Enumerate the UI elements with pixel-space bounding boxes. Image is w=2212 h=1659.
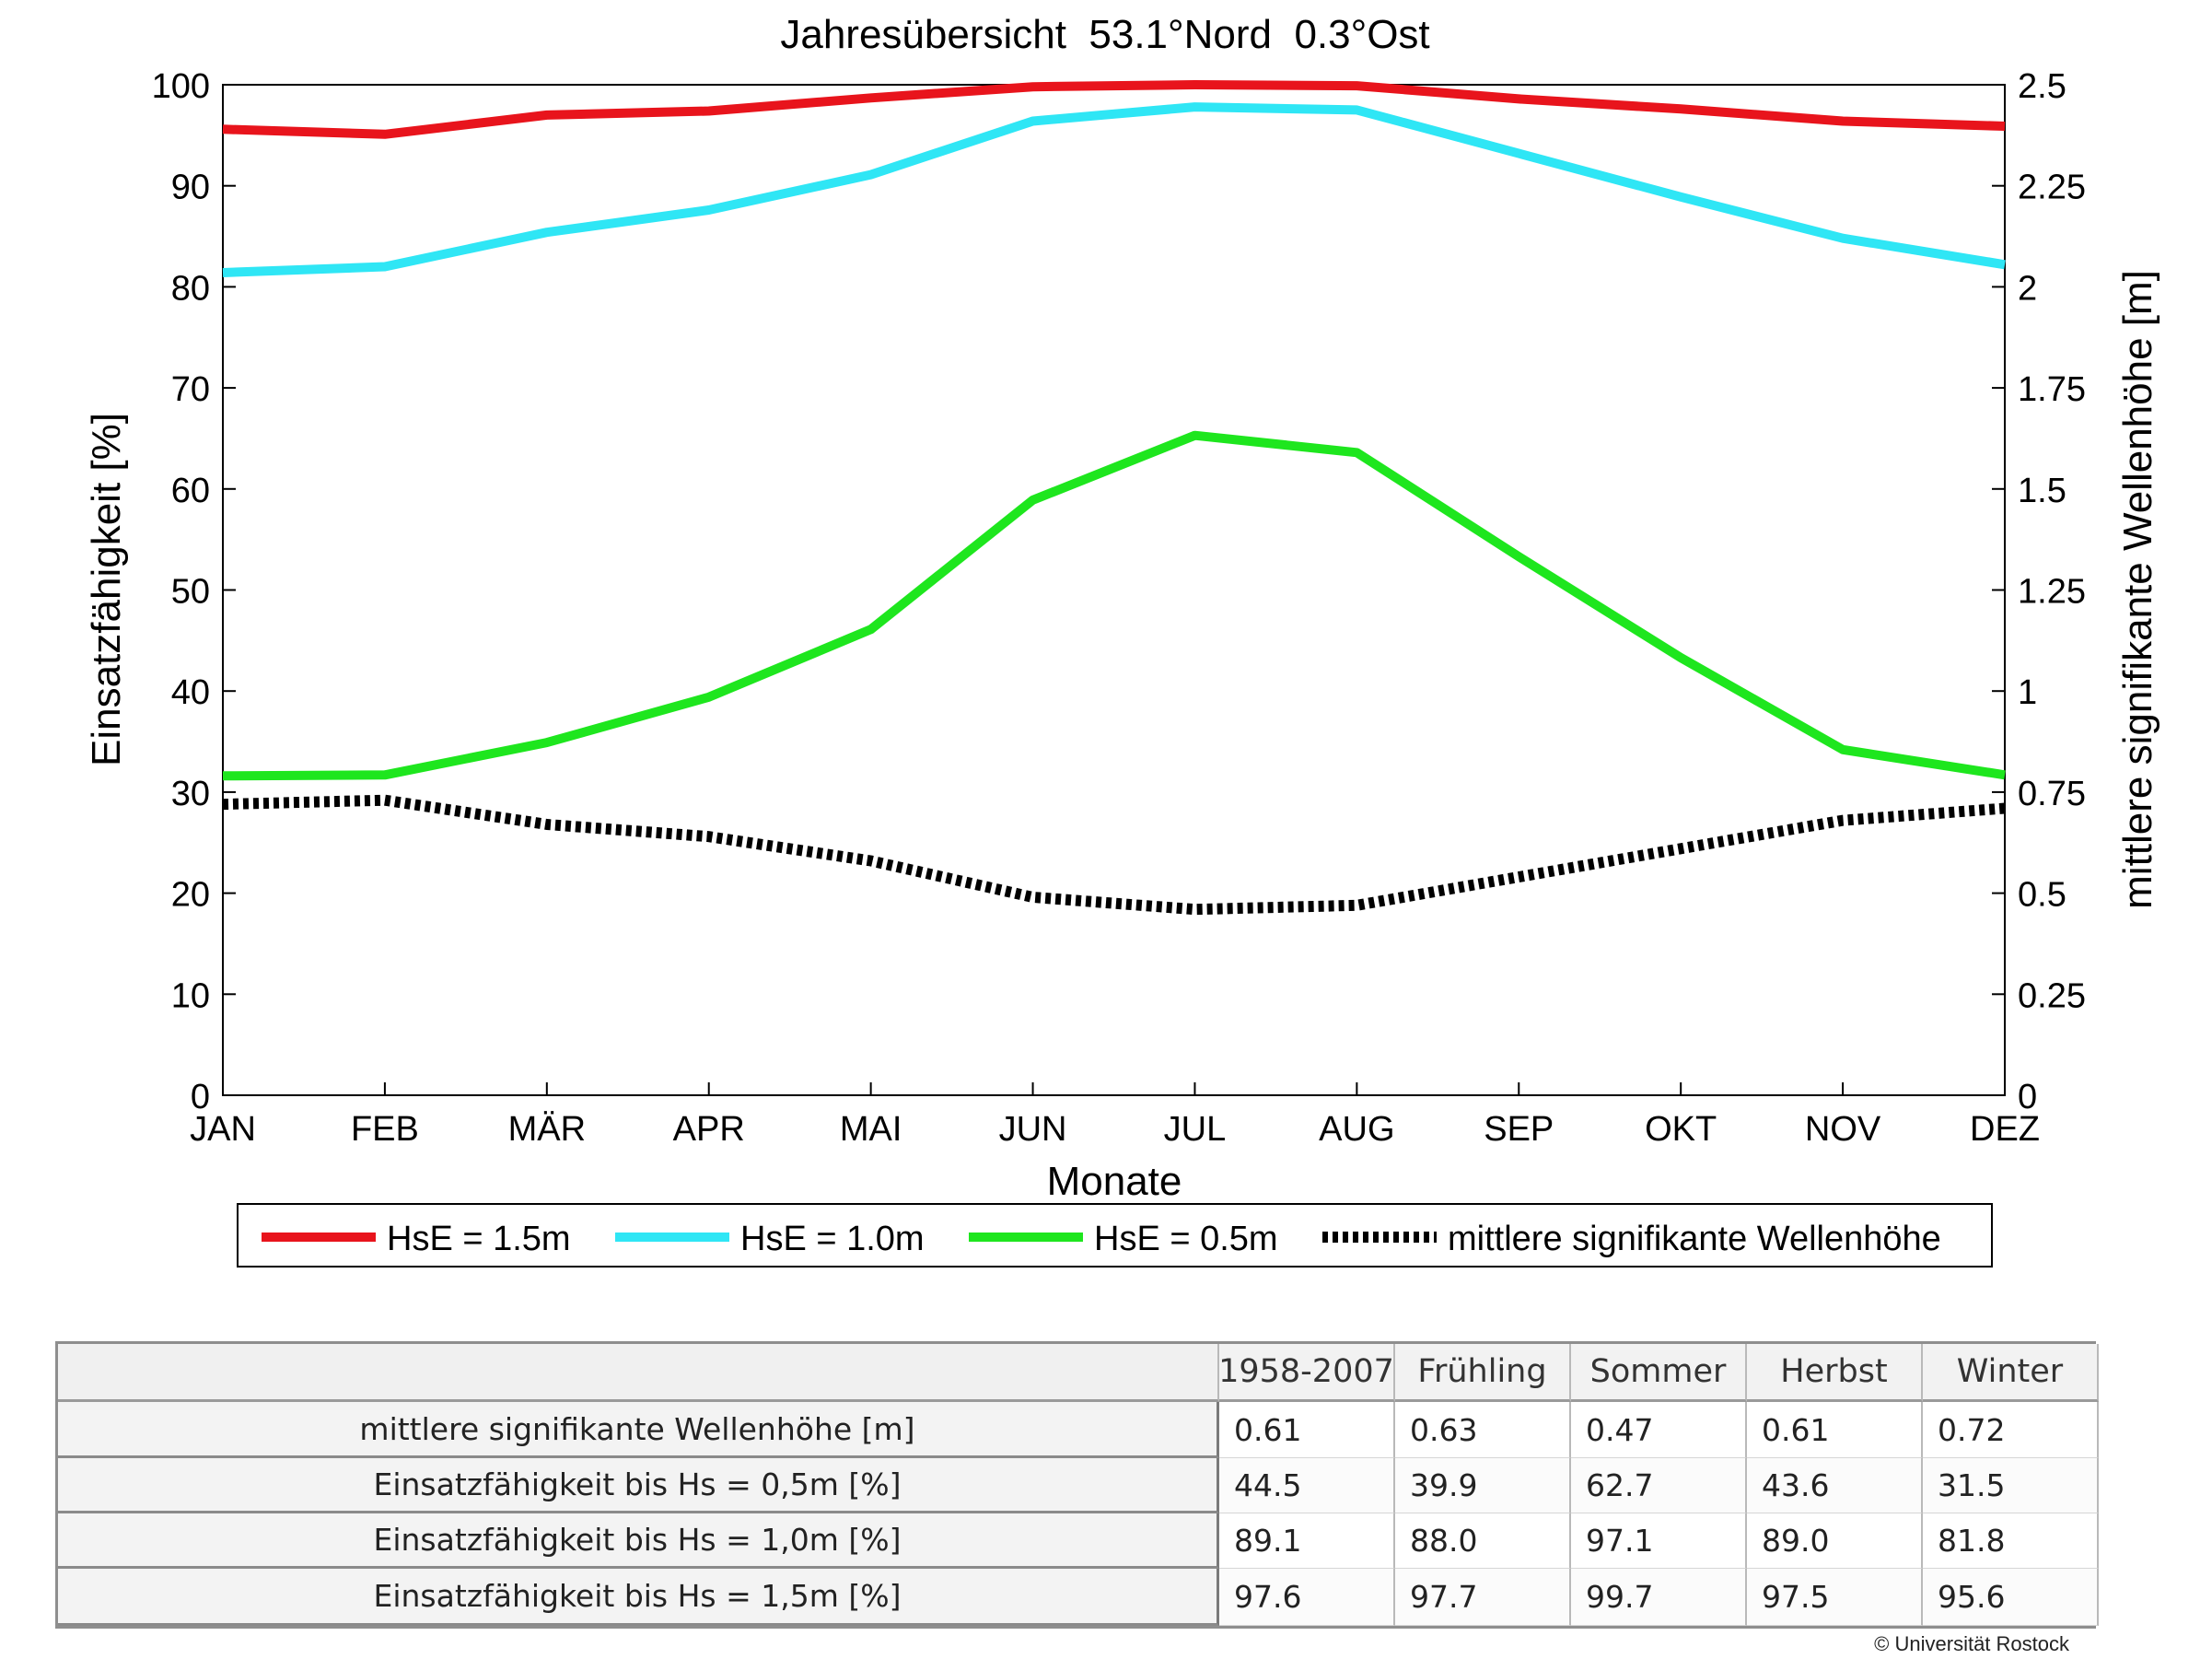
table-cell: 97.5 [1747,1569,1923,1626]
table-cell: 95.6 [1923,1569,2099,1626]
copyright-credit: © Universität Rostock [1874,1632,2069,1655]
table-header-autumn: Herbst [1747,1344,1923,1402]
right-axis: 0 0.25 0.5 0.75 1 1.25 1.5 1.75 2 2.25 2.5 [1992,67,2086,1116]
table-row-label: mittlere signifikante Wellenhöhe [m] [58,1402,1219,1458]
y-tick-label: 50 [171,573,210,612]
y-tick-label: 0 [191,1078,210,1116]
x-axis: JAN FEB MÄR APR MAI JUN JUL AUG SEP OKT NOV DEZ [190,1082,2040,1149]
y-tick-label: 100 [152,67,210,106]
legend-label: HsE = 0.5m [1094,1220,1278,1258]
table-cell: 0.47 [1571,1402,1747,1458]
table-cell: 89.1 [1219,1513,1395,1569]
table-cell: 0.63 [1395,1402,1571,1458]
table-cell: 0.61 [1747,1402,1923,1458]
table-header-period: 1958-2007 [1219,1344,1395,1402]
left-axis: 0 10 20 30 40 50 60 70 80 90 100 [152,67,236,1116]
y-tick-label: 60 [171,472,210,510]
series-layer [222,80,2006,916]
table-cell: 0.72 [1923,1402,2099,1458]
series-line-2 [222,102,2006,277]
y2-tick-label: 2 [2018,269,2037,308]
y2-tick-label: 0.25 [2018,976,2086,1015]
plot-area [222,84,2006,1096]
y2-tick-label: 2.5 [2018,67,2066,106]
y2-tick-label: 0.5 [2018,876,2066,915]
table-cell: 43.6 [1747,1458,1923,1513]
legend-label: HsE = 1.0m [740,1220,925,1258]
series-line-1 [222,80,2006,139]
x-tick-label: MAI [840,1110,902,1149]
x-tick-label: DEZ [1970,1110,2040,1149]
table-row-label: Einsatzfähigkeit bis Hs = 1,0m [%] [58,1513,1219,1569]
y-axis-label: Einsatzfähigkeit [%] [84,413,129,766]
x-tick-label: JUN [999,1110,1067,1149]
x-tick-label: FEB [351,1110,419,1149]
y-tick-label: 10 [171,976,210,1015]
x-tick-label: AUG [1319,1110,1394,1149]
x-tick-label: MÄR [508,1110,586,1149]
table-cell: 44.5 [1219,1458,1395,1513]
x-tick-label: JAN [190,1110,256,1149]
x-tick-label: NOV [1805,1110,1881,1149]
y-tick-label: 80 [171,269,210,308]
y2-axis-label: mittlere signifikante Wellenhöhe [m] [2115,270,2160,909]
table-cell: 97.1 [1571,1513,1747,1569]
x-axis-label: Monate [1047,1159,1182,1204]
table-cell: 62.7 [1571,1458,1747,1513]
table-header-summer: Sommer [1571,1344,1747,1402]
table-row-label: Einsatzfähigkeit bis Hs = 1,5m [%] [58,1569,1219,1626]
x-tick-label: SEP [1484,1110,1554,1149]
table-cell: 0.61 [1219,1402,1395,1458]
series-line-3 [222,430,2006,781]
y2-tick-label: 1.25 [2018,573,2086,612]
y-tick-label: 90 [171,169,210,207]
y-tick-label: 20 [171,876,210,915]
statistics-table: 1958-2007 Frühling Sommer Herbst Winter … [55,1341,2099,1629]
table-cell: 97.7 [1395,1569,1571,1626]
table-cell: 31.5 [1923,1458,2099,1513]
y-tick-label: 30 [171,775,210,813]
y-tick-label: 40 [171,673,210,712]
y2-tick-label: 1.5 [2018,472,2066,510]
table-cell: 81.8 [1923,1513,2099,1569]
table-cell: 88.0 [1395,1513,1571,1569]
legend-label: HsE = 1.5m [387,1220,571,1258]
y2-tick-label: 1.75 [2018,370,2086,409]
legend-label: mittlere signifikante Wellenhöhe [1448,1220,1941,1258]
table-cell: 89.0 [1747,1513,1923,1569]
table-header-spring: Frühling [1395,1344,1571,1402]
series-line-4 [222,794,2006,916]
table-cell: 39.9 [1395,1458,1571,1513]
legend-box [237,1203,1993,1268]
y2-tick-label: 0.75 [2018,775,2086,813]
table-cell: 99.7 [1571,1569,1747,1626]
x-tick-label: APR [673,1110,745,1149]
chart-title: Jahresübersicht 53.1°Nord 0.3°Ost [780,12,1429,57]
y-tick-label: 70 [171,370,210,409]
legend: HsE = 1.5m HsE = 1.0m HsE = 0.5m mittlere s… [237,1203,1993,1268]
y2-tick-label: 1 [2018,673,2037,712]
chart: Jahresübersicht 53.1°Nord 0.3°Ost 010203… [84,12,2160,1268]
x-tick-label: OKT [1645,1110,1717,1149]
table-header-corner [58,1344,1219,1402]
y2-tick-label: 0 [2018,1078,2037,1116]
x-tick-label: JUL [1164,1110,1227,1149]
table-header-winter: Winter [1923,1344,2099,1402]
table-cell: 97.6 [1219,1569,1395,1626]
table-row-label: Einsatzfähigkeit bis Hs = 0,5m [%] [58,1458,1219,1513]
y2-tick-label: 2.25 [2018,169,2086,207]
